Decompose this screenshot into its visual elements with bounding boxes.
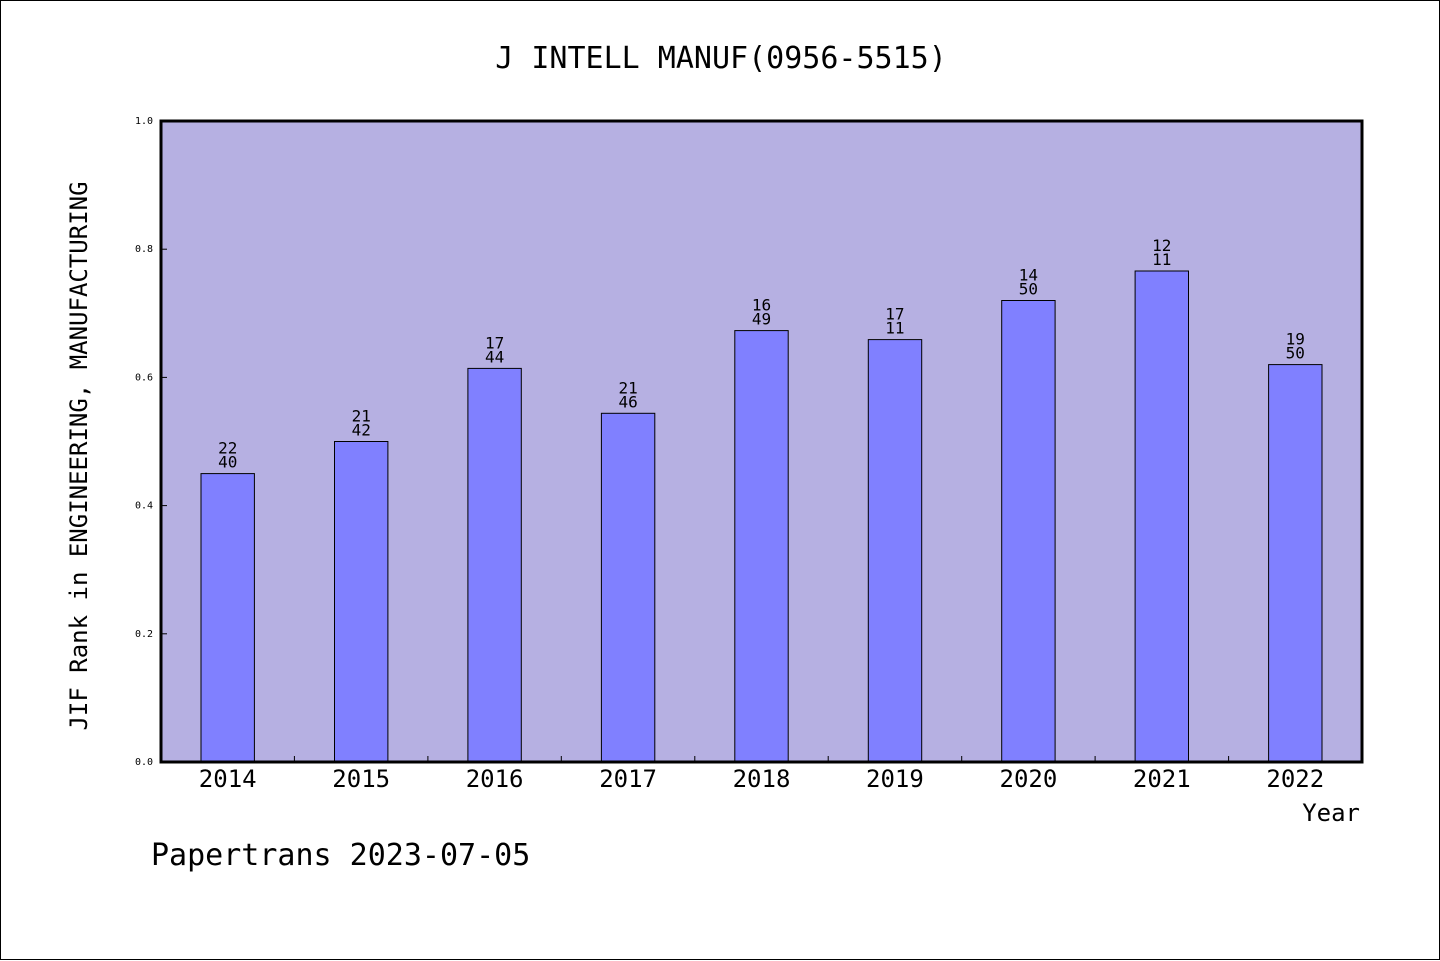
x-tick-label-2018: 2018 — [733, 765, 791, 793]
bar-2020 — [1001, 300, 1056, 763]
bar-label-bottom-2014: 40 — [218, 453, 237, 472]
x-tick-label-2019: 2019 — [866, 765, 924, 793]
x-axis-label: Year — [1302, 799, 1360, 827]
bar-label-top-2022: 19 — [1286, 330, 1305, 349]
bar-2018 — [734, 330, 789, 763]
bar-2015 — [334, 441, 389, 763]
x-tick-label-2017: 2017 — [599, 765, 657, 793]
bar-label-bottom-2022: 50 — [1286, 344, 1305, 363]
bar-label-top-2014: 22 — [218, 439, 237, 458]
bar-label-bottom-2021: 11 — [1152, 250, 1171, 269]
plot-border — [159, 119, 1364, 764]
x-tick-label-2022: 2022 — [1266, 765, 1324, 793]
y-tick-label-0.8: 0.8 — [135, 244, 153, 255]
y-tick-label-0.2: 0.2 — [135, 629, 153, 640]
x-tick-label-2021: 2021 — [1133, 765, 1191, 793]
bar-label-top-2021: 12 — [1152, 236, 1171, 255]
bar-2017 — [600, 412, 656, 763]
bar-label-bottom-2018: 49 — [752, 310, 771, 329]
x-axis-ticks: 2014 2015 2016 2017 2018 2019 2020 2021 2022 — [199, 756, 1324, 793]
y-tick-label-0.6: 0.6 — [135, 372, 153, 383]
bar-label-top-2020: 14 — [1019, 266, 1038, 285]
bar-label-bottom-2020: 50 — [1019, 280, 1038, 299]
bar-label-top-2015: 21 — [352, 407, 371, 426]
chart-title: J INTELL MANUF(0956-5515) — [495, 41, 947, 76]
footer-stamp: Papertrans 2023-07-05 — [151, 838, 530, 873]
bar-label-top-2018: 16 — [752, 296, 771, 315]
bar-label-bottom-2017: 46 — [618, 392, 637, 411]
bar-2021 — [1134, 270, 1189, 763]
bar-label-bottom-2015: 42 — [352, 421, 371, 440]
bar-label-top-2017: 21 — [618, 378, 637, 397]
bar-2016 — [467, 367, 522, 763]
y-tick-label-0.0: 0.0 — [135, 757, 153, 768]
x-tick-label-2014: 2014 — [199, 765, 257, 793]
y-tick-label-1.0: 1.0 — [135, 116, 153, 127]
bar-label-top-2019: 17 — [885, 305, 904, 324]
bars-layer — [200, 270, 1323, 763]
x-tick-label-2016: 2016 — [466, 765, 524, 793]
bar-label-top-2016: 17 — [485, 333, 504, 352]
y-tick-label-0.4: 0.4 — [135, 501, 153, 512]
bar-label-bottom-2016: 44 — [485, 347, 504, 366]
bar-label-bottom-2019: 11 — [885, 319, 904, 338]
y-axis-label: JIF Rank in ENGINEERING, MANUFACTURING — [65, 181, 93, 730]
x-tick-label-2020: 2020 — [1000, 765, 1058, 793]
x-tick-label-2015: 2015 — [332, 765, 390, 793]
bar-2014 — [200, 473, 255, 763]
bar-2019 — [867, 339, 923, 763]
bar-2022 — [1268, 364, 1323, 763]
